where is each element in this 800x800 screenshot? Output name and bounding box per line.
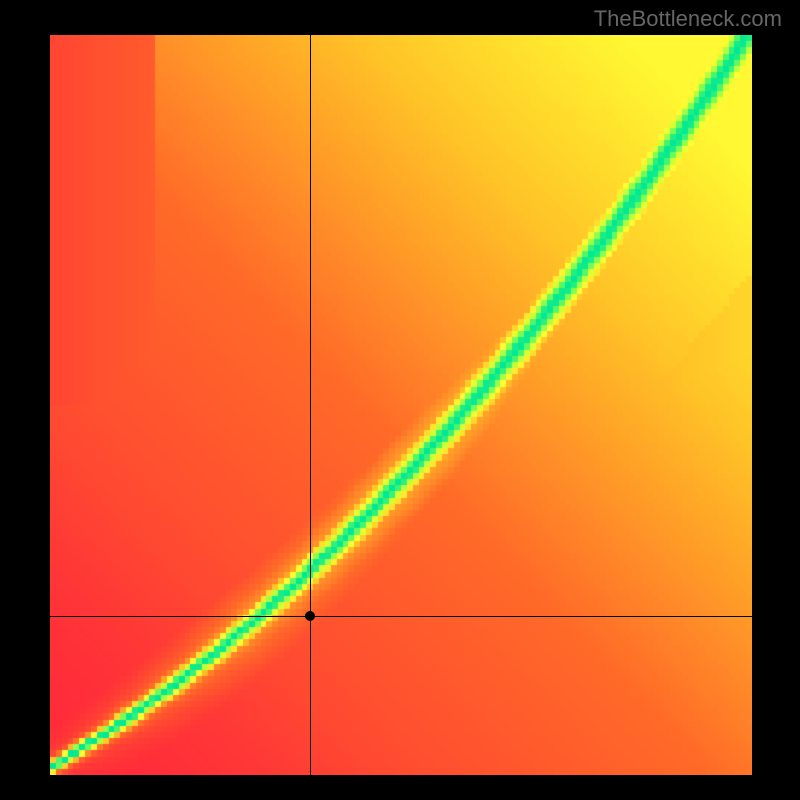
crosshair-vertical [310, 35, 311, 775]
bottleneck-heatmap [50, 35, 752, 775]
crosshair-horizontal [50, 616, 752, 617]
chart-container: TheBottleneck.com [0, 0, 800, 800]
marker-dot [305, 611, 315, 621]
watermark-text: TheBottleneck.com [594, 6, 782, 32]
